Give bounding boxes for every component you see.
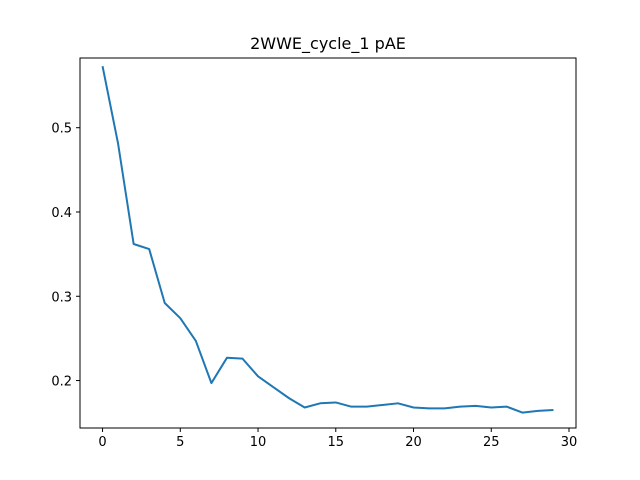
x-tick-label: 25: [483, 435, 500, 450]
x-tick-label: 30: [561, 435, 578, 450]
x-tick-label: 10: [250, 435, 267, 450]
x-tick-label: 15: [328, 435, 345, 450]
plot-area: [79, 57, 577, 429]
y-tick-label: 0.4: [51, 206, 72, 221]
x-tick-label: 0: [98, 435, 106, 450]
x-axis: 0 5 10 15 20 25 30: [98, 428, 577, 450]
x-tick-label: 20: [405, 435, 422, 450]
x-tick-label: 5: [176, 435, 184, 450]
y-axis: 0.2 0.3 0.4 0.5: [51, 122, 80, 390]
y-tick-label: 0.3: [51, 290, 72, 305]
series-line: [101, 65, 554, 414]
y-tick-label: 0.5: [51, 122, 72, 137]
chart-title: 2WWE_cycle_1 pAE: [250, 34, 406, 54]
y-tick-label: 0.2: [51, 375, 72, 390]
